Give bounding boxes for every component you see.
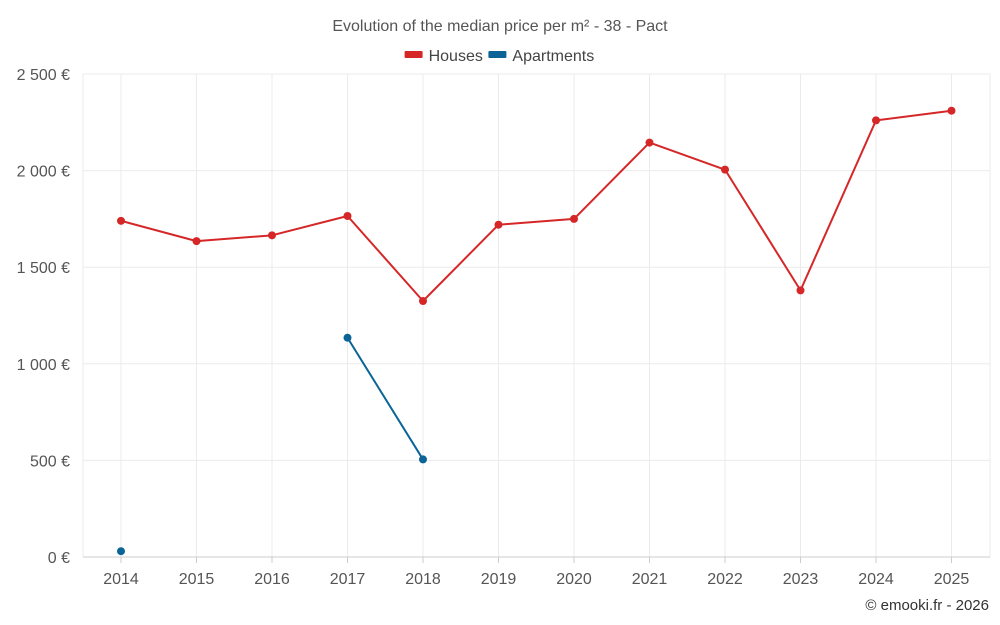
legend-swatch-apartments [488, 51, 507, 58]
y-tick-label: 2 500 € [17, 67, 70, 84]
x-tick-label: 2019 [481, 571, 517, 588]
houses-point [343, 212, 352, 221]
legend-swatch-houses [404, 51, 423, 58]
houses-point [494, 220, 503, 229]
grid [82, 73, 991, 557]
apartments-point [343, 333, 352, 342]
houses-point [947, 106, 956, 115]
x-tick-label: 2018 [405, 571, 441, 588]
copyright-text: © emooki.fr - 2026 [865, 597, 989, 614]
x-tick-label: 2024 [858, 571, 894, 588]
apartments-line [346, 337, 424, 460]
x-tick-label: 2020 [556, 571, 592, 588]
chart-title: Evolution of the median price per m² - 3… [332, 18, 668, 35]
houses-point [419, 297, 427, 306]
houses-point [192, 237, 201, 246]
houses-point [645, 138, 654, 147]
x-tick-label: 2025 [934, 571, 970, 588]
apartments-point [419, 455, 427, 464]
series [117, 106, 956, 556]
apartments-point [117, 547, 125, 556]
houses-point [721, 165, 729, 174]
x-tick-label: 2015 [179, 571, 215, 588]
y-tick-label: 500 € [30, 453, 70, 470]
y-tick-label: 1 000 € [17, 357, 70, 374]
x-tick-label: 2023 [783, 571, 819, 588]
y-tick-label: 1 500 € [17, 260, 70, 277]
axes: 0 € 500 € 1 000 € 1 500 € 2 000 € 2 500 € 2014… [17, 67, 990, 588]
houses-point [268, 231, 276, 240]
x-tick-label: 2016 [254, 571, 290, 588]
y-tick-label: 0 € [48, 550, 70, 567]
y-tick-label: 2 000 € [17, 164, 70, 181]
houses-line [120, 109, 952, 303]
legend-label-apartments: Apartments [512, 48, 594, 65]
x-tick-label: 2021 [632, 571, 668, 588]
houses-point [796, 286, 805, 295]
houses-point [117, 216, 125, 225]
legend: Houses Apartments [404, 48, 594, 65]
x-tick-label: 2017 [330, 571, 366, 588]
houses-point [570, 214, 578, 223]
legend-label-houses: Houses [429, 48, 483, 65]
houses-point [872, 116, 880, 125]
x-tick-label: 2014 [103, 571, 139, 588]
x-tick-label: 2022 [707, 571, 743, 588]
